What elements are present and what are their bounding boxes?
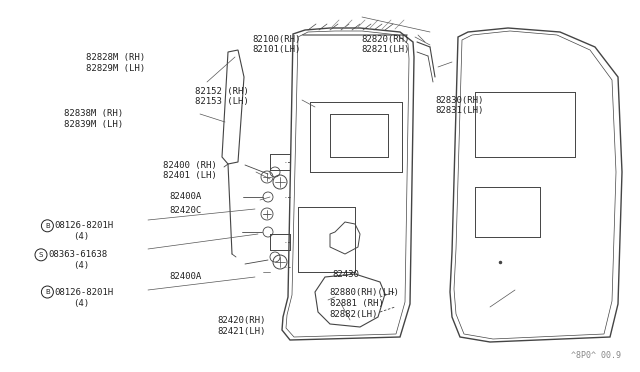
- Text: 82420C: 82420C: [170, 206, 202, 215]
- Text: 82420(RH): 82420(RH): [218, 316, 266, 325]
- Text: 82152 (RH): 82152 (RH): [195, 87, 249, 96]
- Text: 82430: 82430: [333, 270, 360, 279]
- Text: 82153 (LH): 82153 (LH): [195, 97, 249, 106]
- Text: 08126-8201H: 08126-8201H: [54, 221, 113, 230]
- Text: 82830(RH): 82830(RH): [435, 96, 484, 105]
- Text: 82820(RH): 82820(RH): [362, 35, 410, 44]
- Text: 08363-61638: 08363-61638: [48, 250, 107, 259]
- Text: 82400A: 82400A: [170, 192, 202, 201]
- Text: ^8P0^ 00.9: ^8P0^ 00.9: [571, 351, 621, 360]
- Text: 82421(LH): 82421(LH): [218, 327, 266, 336]
- Text: 82101(LH): 82101(LH): [253, 45, 301, 54]
- Text: B: B: [45, 289, 50, 295]
- Text: 82100(RH): 82100(RH): [253, 35, 301, 44]
- Text: 82821(LH): 82821(LH): [362, 45, 410, 54]
- Text: 08126-8201H: 08126-8201H: [54, 288, 113, 296]
- Text: 82882(LH): 82882(LH): [330, 310, 378, 319]
- Text: (4): (4): [74, 299, 90, 308]
- Text: 82828M (RH): 82828M (RH): [86, 53, 145, 62]
- Text: B: B: [45, 223, 50, 229]
- Text: 82400 (RH): 82400 (RH): [163, 161, 217, 170]
- Text: 82880(RH)(LH): 82880(RH)(LH): [330, 288, 399, 296]
- Text: S: S: [39, 252, 43, 258]
- Text: 82831(LH): 82831(LH): [435, 106, 484, 115]
- Text: 82829M (LH): 82829M (LH): [86, 64, 145, 73]
- Text: 82401 (LH): 82401 (LH): [163, 171, 217, 180]
- Text: 82839M (LH): 82839M (LH): [64, 120, 123, 129]
- Text: 82400A: 82400A: [170, 272, 202, 280]
- Text: (4): (4): [74, 232, 90, 241]
- Text: 82881 (RH): 82881 (RH): [330, 299, 383, 308]
- Text: 82838M (RH): 82838M (RH): [64, 109, 123, 118]
- Text: (4): (4): [74, 262, 90, 270]
